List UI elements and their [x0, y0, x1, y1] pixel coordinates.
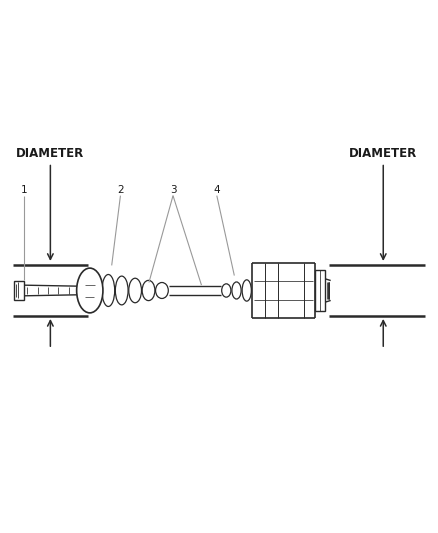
- Text: 2: 2: [117, 184, 124, 195]
- Ellipse shape: [222, 284, 231, 297]
- Text: DIAMETER: DIAMETER: [16, 147, 85, 160]
- Ellipse shape: [115, 276, 128, 305]
- Bar: [14, 281, 24, 300]
- Ellipse shape: [102, 274, 115, 306]
- Bar: [315, 270, 325, 311]
- Text: 4: 4: [213, 184, 220, 195]
- Text: DIAMETER: DIAMETER: [349, 147, 417, 160]
- Ellipse shape: [155, 282, 168, 298]
- Ellipse shape: [242, 280, 251, 301]
- Ellipse shape: [142, 280, 155, 301]
- Text: 3: 3: [170, 184, 177, 195]
- Ellipse shape: [232, 282, 241, 299]
- Ellipse shape: [129, 278, 141, 303]
- Ellipse shape: [77, 268, 103, 313]
- Text: 1: 1: [21, 184, 28, 195]
